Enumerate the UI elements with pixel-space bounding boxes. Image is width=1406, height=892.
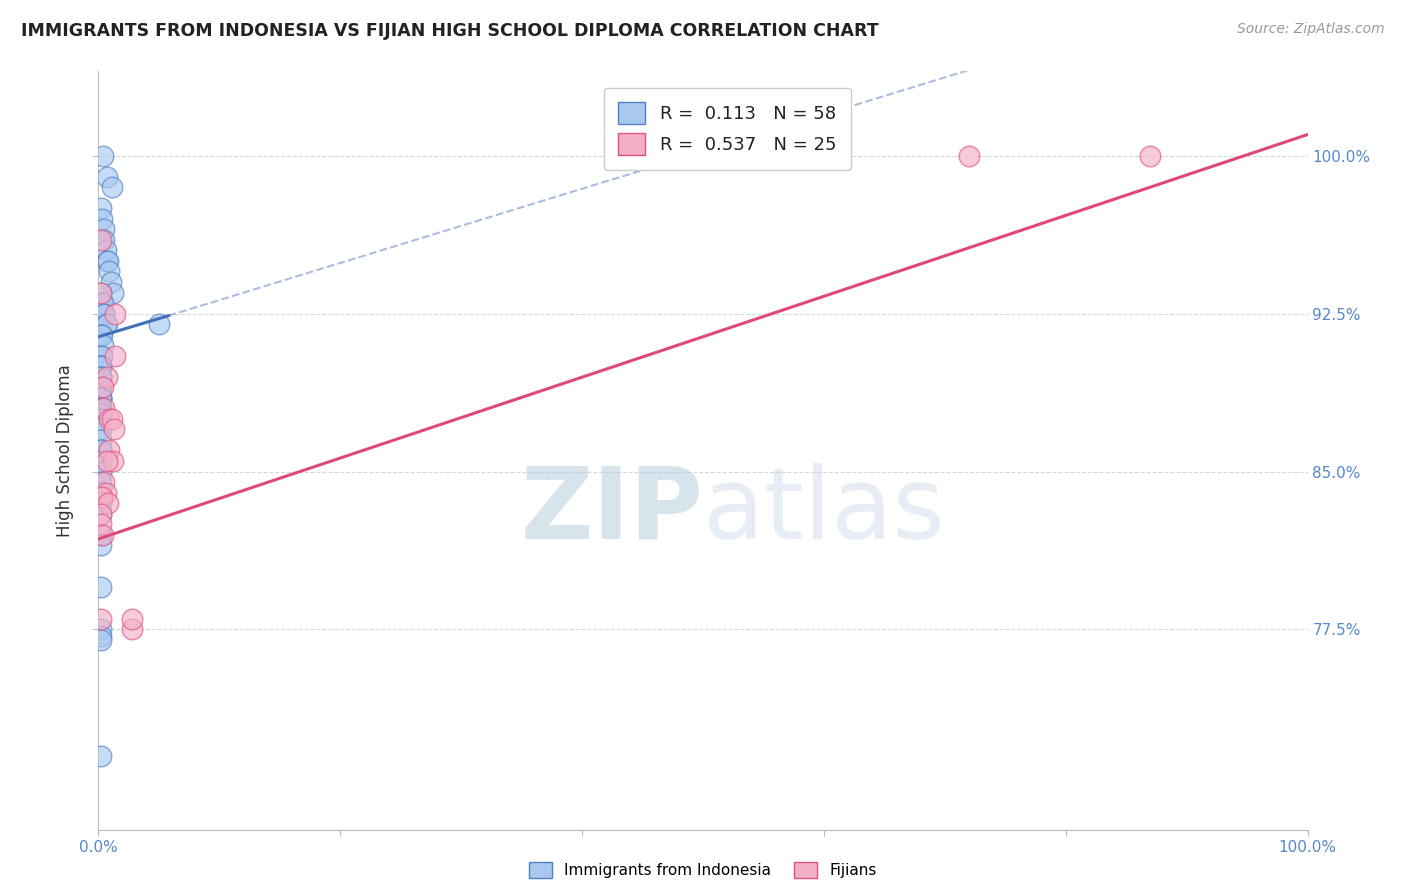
Legend: R =  0.113   N = 58, R =  0.537   N = 25: R = 0.113 N = 58, R = 0.537 N = 25	[603, 88, 851, 170]
Point	[957, 148, 980, 162]
Point	[90, 496, 112, 510]
Point	[90, 443, 112, 458]
Point	[98, 443, 121, 458]
Point	[104, 307, 127, 321]
Point	[96, 369, 118, 384]
Point	[93, 401, 115, 416]
Text: ZIP: ZIP	[520, 463, 703, 559]
Point	[90, 369, 112, 384]
Point	[90, 580, 112, 594]
Point	[90, 401, 112, 416]
Point	[91, 490, 114, 504]
Point	[90, 391, 112, 405]
Text: atlas: atlas	[703, 463, 945, 559]
Point	[90, 201, 112, 215]
Point	[90, 369, 112, 384]
Point	[98, 412, 121, 426]
Point	[90, 359, 112, 374]
Point	[90, 285, 112, 300]
Point	[90, 422, 112, 436]
Point	[96, 317, 118, 331]
Y-axis label: High School Diploma: High School Diploma	[56, 364, 75, 537]
Point	[100, 412, 122, 426]
Point	[90, 359, 112, 374]
Point	[90, 538, 112, 552]
Point	[90, 612, 112, 626]
Point	[90, 517, 112, 532]
Point	[90, 633, 112, 648]
Point	[91, 296, 114, 310]
Point	[148, 317, 170, 331]
Point	[91, 380, 114, 394]
Point	[91, 296, 114, 310]
Point	[104, 349, 127, 363]
Point	[93, 475, 115, 489]
Text: IMMIGRANTS FROM INDONESIA VS FIJIAN HIGH SCHOOL DIPLOMA CORRELATION CHART: IMMIGRANTS FROM INDONESIA VS FIJIAN HIGH…	[21, 22, 879, 40]
Point	[94, 244, 117, 258]
Point	[93, 307, 115, 321]
Point	[90, 465, 112, 479]
Point	[90, 485, 112, 500]
Point	[93, 222, 115, 236]
Point	[96, 254, 118, 268]
Point	[90, 412, 112, 426]
Point	[121, 623, 143, 637]
Point	[91, 327, 114, 342]
Point	[121, 612, 143, 626]
Point	[97, 496, 120, 510]
Point	[90, 285, 112, 300]
Point	[101, 454, 124, 468]
Point	[101, 285, 124, 300]
Point	[90, 380, 112, 394]
Point	[90, 454, 112, 468]
Point	[90, 359, 112, 374]
Point	[100, 180, 122, 194]
Point	[90, 327, 112, 342]
Point	[90, 405, 112, 419]
Point	[93, 307, 115, 321]
Point	[91, 349, 114, 363]
Point	[103, 422, 125, 436]
Point	[90, 443, 112, 458]
Point	[90, 507, 112, 521]
Point	[90, 507, 112, 521]
Point	[90, 527, 112, 541]
Point	[90, 391, 112, 405]
Point	[90, 233, 112, 247]
Point	[93, 233, 115, 247]
Point	[91, 338, 114, 352]
Legend: Immigrants from Indonesia, Fijians: Immigrants from Indonesia, Fijians	[523, 856, 883, 884]
Point	[100, 275, 122, 289]
Point	[97, 254, 120, 268]
Point	[90, 369, 112, 384]
Text: Source: ZipAtlas.com: Source: ZipAtlas.com	[1237, 22, 1385, 37]
Point	[90, 391, 112, 405]
Point	[94, 485, 117, 500]
Point	[90, 475, 112, 489]
Point	[96, 169, 118, 184]
Point	[91, 148, 114, 162]
Point	[90, 349, 112, 363]
Point	[90, 629, 112, 643]
Point	[96, 454, 118, 468]
Point	[98, 264, 121, 278]
Point	[91, 211, 114, 226]
Point	[90, 623, 112, 637]
Point	[90, 401, 112, 416]
Point	[91, 527, 114, 541]
Point	[90, 380, 112, 394]
Point	[90, 433, 112, 447]
Point	[1139, 148, 1161, 162]
Point	[94, 317, 117, 331]
Point	[90, 748, 112, 763]
